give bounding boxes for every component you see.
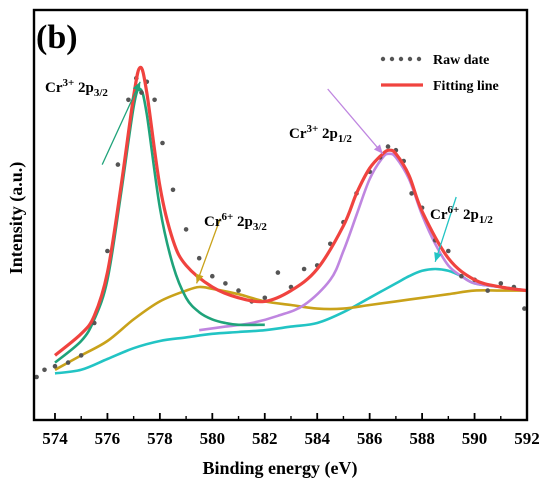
x-tick-label: 590 bbox=[462, 429, 488, 448]
annotation-arrowhead bbox=[373, 144, 383, 154]
y-axis-label: Intensity (a.u.) bbox=[6, 162, 27, 275]
raw-data-point bbox=[275, 270, 281, 275]
series-layer bbox=[34, 65, 528, 380]
legend-marker bbox=[389, 56, 395, 62]
legend-label: Raw date bbox=[433, 53, 489, 68]
raw-data-point bbox=[78, 353, 84, 358]
x-tick-label: 586 bbox=[357, 429, 383, 448]
raw-data-point bbox=[65, 360, 71, 365]
x-tick-label: 576 bbox=[95, 429, 121, 448]
peak-annotation: Cr6+ 2p1/2 bbox=[430, 196, 493, 263]
annotation-arrow bbox=[327, 88, 384, 155]
peak-annotation: Cr3+ 2p1/2 bbox=[289, 88, 384, 155]
raw-data-point bbox=[160, 140, 165, 146]
annotation-label: Cr3+ 2p1/2 bbox=[289, 123, 352, 145]
annotation-arrowhead bbox=[195, 273, 204, 284]
peak-annotation: Cr6+ 2p3/2 bbox=[195, 211, 267, 284]
legend-entry: Fitting line bbox=[381, 79, 499, 94]
x-tick-label: 582 bbox=[252, 429, 278, 448]
annotation-arrow bbox=[101, 81, 141, 165]
raw-data-point bbox=[105, 248, 110, 254]
x-axis: 574 576 578 580 582 584 586 588 590 592 bbox=[42, 413, 540, 448]
x-tick-label: 580 bbox=[200, 429, 226, 448]
raw-data-point bbox=[42, 367, 47, 373]
annotation-arrowhead bbox=[132, 81, 141, 92]
raw-data-point bbox=[262, 295, 268, 301]
x-axis-label: Binding energy (eV) bbox=[203, 458, 358, 479]
plot-frame bbox=[32, 8, 529, 422]
raw-data-point bbox=[139, 90, 144, 95]
legend: Raw date Fitting line bbox=[380, 53, 499, 94]
raw-data-point bbox=[152, 97, 157, 103]
legend-marker bbox=[380, 56, 386, 62]
annotations-layer: Cr3+ 2p3/2 Cr6+ 2p3/2 Cr3+ 2p1/2 Cr6+ 2p1/2 bbox=[45, 77, 493, 284]
raw-data-point bbox=[223, 281, 228, 286]
x-tick-label: 588 bbox=[409, 429, 435, 448]
annotation-arrow bbox=[195, 218, 221, 284]
raw-data-point bbox=[183, 227, 189, 232]
raw-data-point bbox=[196, 255, 202, 261]
raw-data-point bbox=[522, 306, 527, 311]
x-tick-label: 592 bbox=[514, 429, 540, 448]
raw-data-point bbox=[485, 288, 491, 293]
raw-data-point bbox=[115, 162, 121, 167]
x-tick-label: 578 bbox=[147, 429, 173, 448]
fitting-line bbox=[53, 65, 528, 357]
legend-entry: Raw date bbox=[380, 53, 489, 68]
legend-marker bbox=[416, 56, 422, 62]
raw-data-point bbox=[409, 191, 414, 196]
legend-marker bbox=[407, 56, 413, 62]
annotation-label: Cr3+ 2p3/2 bbox=[45, 77, 108, 99]
annotation-label: Cr6+ 2p3/2 bbox=[204, 211, 267, 233]
annotation-label: Cr6+ 2p1/2 bbox=[430, 204, 493, 226]
raw-data-point bbox=[446, 248, 451, 254]
raw-data-point bbox=[236, 288, 241, 293]
raw-data-point bbox=[498, 281, 504, 286]
legend-label: Fitting line bbox=[433, 79, 499, 94]
fit-component-line-2 bbox=[54, 87, 265, 364]
fit-component-line-5 bbox=[54, 267, 528, 375]
raw-data-point bbox=[170, 187, 176, 193]
raw-data-point bbox=[34, 374, 39, 380]
raw-data-point bbox=[52, 363, 58, 369]
raw-data-point bbox=[459, 273, 464, 279]
x-tick-label: 574 bbox=[42, 429, 68, 448]
annotation-arrow bbox=[434, 196, 457, 263]
x-tick-label: 584 bbox=[304, 429, 330, 448]
raw-data-point bbox=[210, 273, 215, 279]
raw-data-point bbox=[126, 97, 131, 103]
peak-annotation: Cr3+ 2p3/2 bbox=[45, 77, 141, 165]
panel-label: (b) bbox=[36, 19, 78, 56]
raw-data-point bbox=[385, 144, 391, 149]
raw-data-series bbox=[34, 75, 527, 380]
raw-data-point bbox=[301, 266, 307, 272]
annotation-arrowhead bbox=[434, 252, 442, 262]
fit-component-line-4 bbox=[54, 285, 527, 371]
legend-marker bbox=[398, 56, 404, 62]
